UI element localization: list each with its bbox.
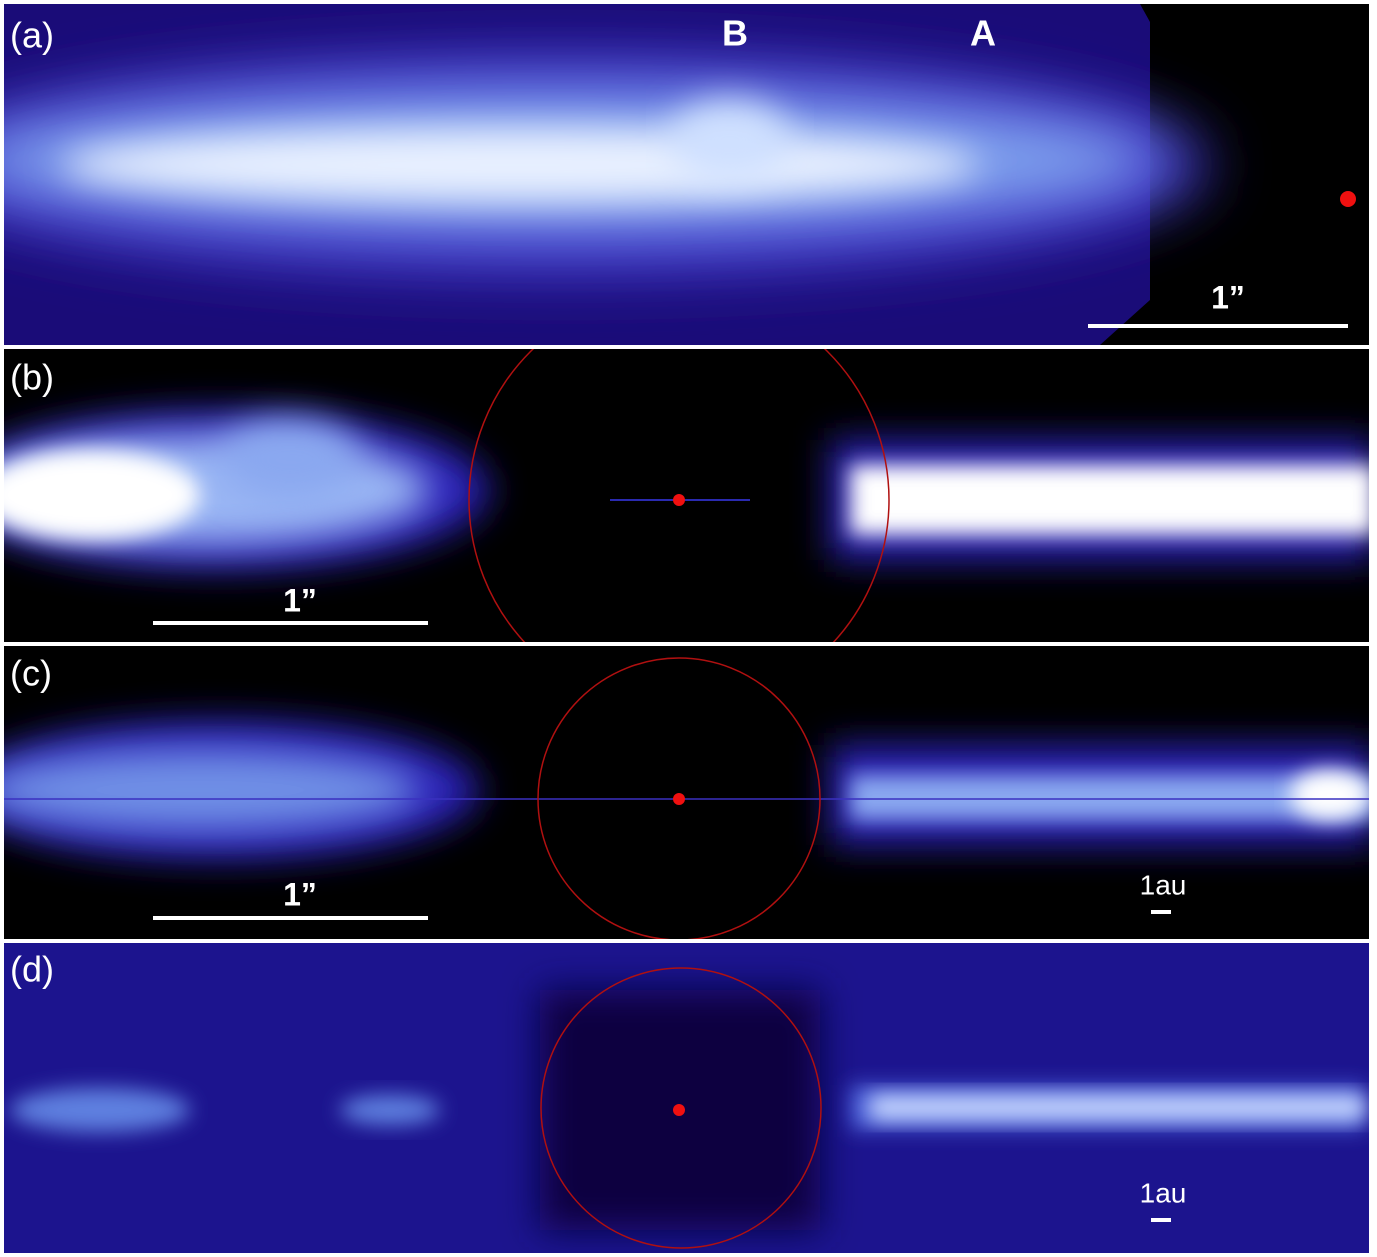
- panel-b: [4, 349, 1369, 642]
- panel-label: (d): [10, 949, 54, 990]
- panel-label: (c): [10, 653, 52, 694]
- scale-bar-label: 1”: [283, 876, 317, 912]
- scale-bar-label: 1”: [283, 582, 317, 618]
- au-bar-label: 1au: [1140, 869, 1187, 900]
- au-bar-label: 1au: [1140, 1177, 1187, 1208]
- panel-a: [4, 4, 1369, 345]
- panel-c: [4, 646, 1369, 939]
- panel-d: [4, 943, 1369, 1253]
- marker: B: [722, 13, 748, 54]
- panel-label: (a): [10, 15, 54, 56]
- scale-bar-label: 1”: [1211, 279, 1245, 315]
- marker: A: [970, 13, 996, 54]
- panel-label: (b): [10, 357, 54, 398]
